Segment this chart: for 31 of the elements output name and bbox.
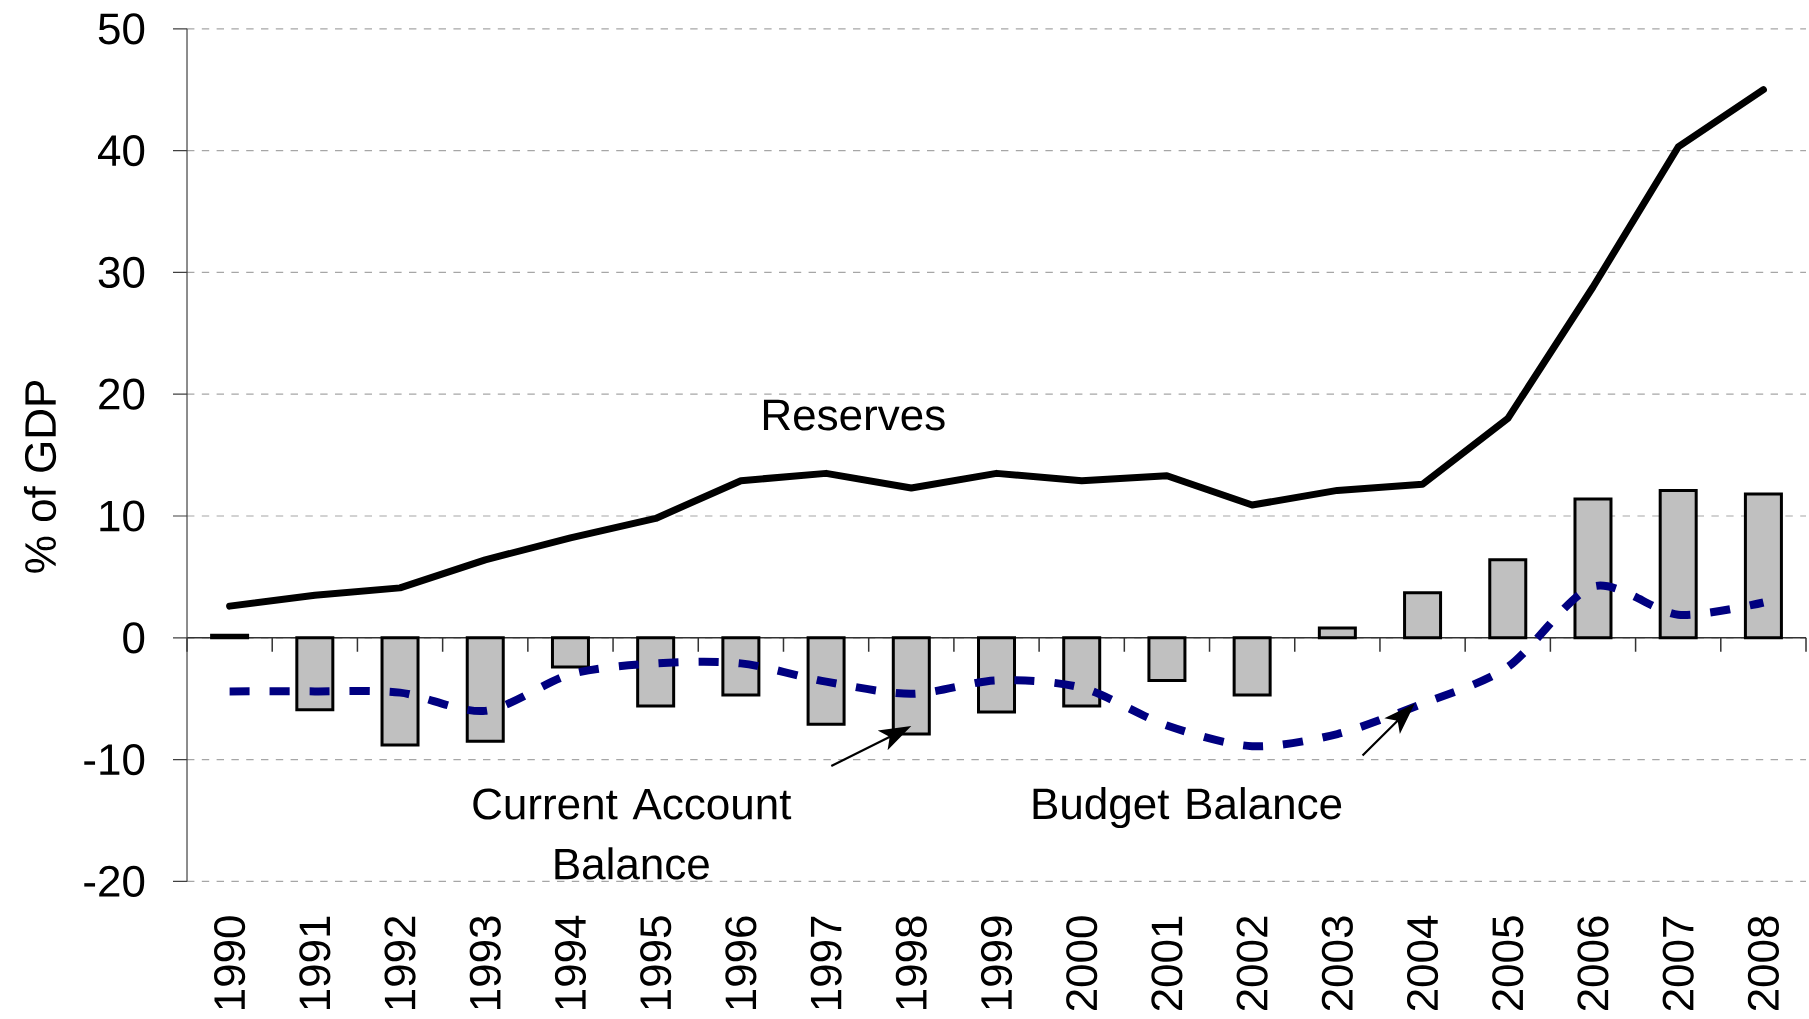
y-tick-label: -10	[84, 744, 145, 776]
x-tick-label: 2002	[1236, 916, 1268, 1011]
x-tick-label: 1992	[384, 916, 416, 1009]
x-tick-label: 1996	[725, 916, 757, 1009]
x-tick-label: 1998	[895, 916, 927, 1009]
y-tick-label: 50	[98, 13, 145, 45]
x-tick-label: 1993	[469, 916, 501, 1009]
x-tick-label: 1997	[810, 916, 842, 1009]
x-tick-label: 1995	[640, 916, 672, 1009]
x-tick-label: 2004	[1406, 915, 1439, 1011]
y-tick-label: 30	[98, 256, 145, 288]
y-tick-label: 20	[99, 378, 145, 410]
y-tick-label: -20	[84, 865, 145, 897]
y-tick-label: 0	[123, 622, 145, 654]
y-tick-label: 10	[100, 500, 145, 532]
x-tick-label: 1994	[554, 915, 587, 1009]
x-tick-label: 1999	[980, 916, 1013, 1009]
series-label: Current Account Balance	[473, 788, 792, 880]
x-tick-label: 1990	[214, 916, 246, 1009]
y-axis-title: % of GDP	[23, 380, 57, 573]
x-tick-label: 2001	[1151, 916, 1183, 1011]
x-tick-label: 2003	[1321, 916, 1353, 1011]
series-label: Reserves	[763, 399, 945, 431]
y-tick-label: 40	[98, 135, 145, 167]
x-tick-label: 2000	[1066, 916, 1098, 1011]
x-tick-label: 2006	[1577, 916, 1609, 1011]
series-label: Budget Balance	[1033, 787, 1342, 829]
x-tick-label: 2007	[1662, 916, 1694, 1011]
x-tick-label: 2005	[1492, 916, 1524, 1011]
x-tick-label: 1991	[299, 916, 331, 1009]
x-tick-label: 2008	[1747, 916, 1779, 1011]
